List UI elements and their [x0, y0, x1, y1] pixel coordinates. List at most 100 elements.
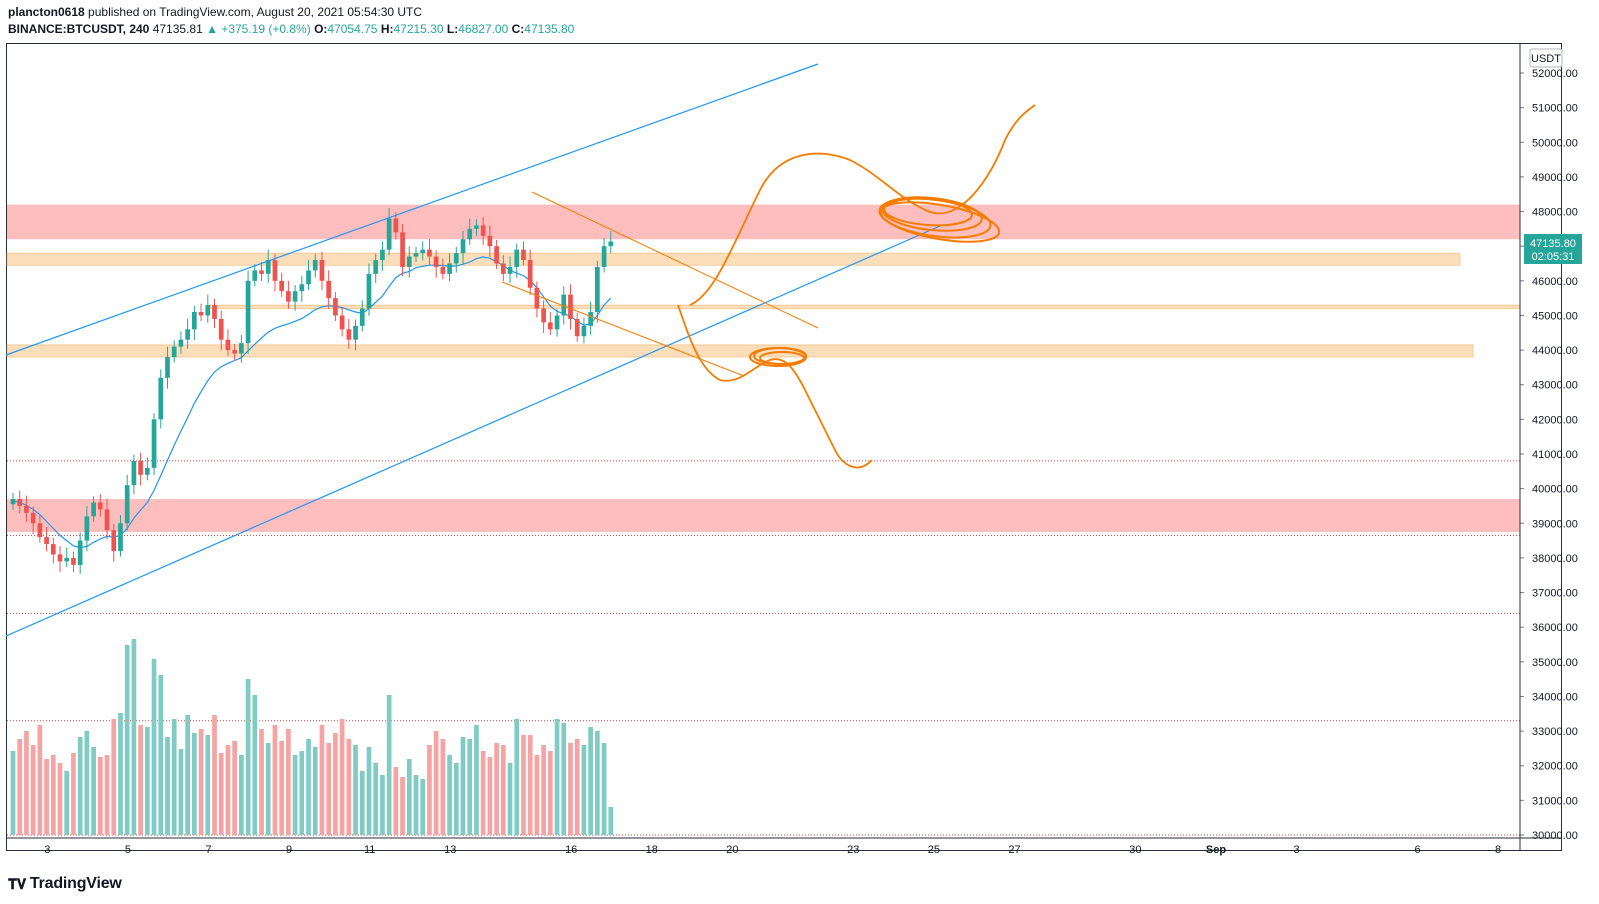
candle[interactable]: [24, 495, 29, 522]
candle[interactable]: [104, 499, 110, 540]
candle[interactable]: [541, 300, 546, 334]
candle[interactable]: [554, 309, 560, 337]
candle[interactable]: [601, 237, 607, 273]
candle[interactable]: [346, 318, 352, 349]
candle[interactable]: [232, 343, 238, 361]
tradingview-brand[interactable]: 𝐓𝐕 TradingView: [8, 875, 122, 893]
channel-lower-line[interactable]: [5, 225, 941, 637]
candle[interactable]: [608, 231, 614, 254]
candle[interactable]: [185, 318, 190, 349]
candle[interactable]: [333, 291, 338, 321]
candle[interactable]: [527, 249, 533, 296]
candle[interactable]: [44, 526, 49, 552]
candle[interactable]: [64, 547, 70, 567]
circled-target-drawing[interactable]: [877, 192, 1002, 249]
support-zone[interactable]: [6, 344, 1474, 358]
candle[interactable]: [144, 457, 150, 481]
candle[interactable]: [218, 310, 224, 351]
candle[interactable]: [151, 413, 157, 476]
candle[interactable]: [440, 258, 446, 280]
flag-upper-line[interactable]: [531, 191, 819, 329]
bearish-path-drawing[interactable]: [677, 304, 873, 469]
candle[interactable]: [17, 490, 23, 514]
candle[interactable]: [453, 246, 459, 273]
bullish-path-drawing[interactable]: [689, 104, 1036, 306]
candle[interactable]: [292, 284, 298, 311]
candle[interactable]: [568, 284, 573, 330]
candle[interactable]: [259, 262, 264, 282]
candle[interactable]: [326, 270, 332, 309]
candle[interactable]: [400, 224, 405, 276]
candle[interactable]: [561, 286, 567, 325]
candle[interactable]: [71, 551, 76, 573]
support-zone[interactable]: [6, 252, 1461, 266]
channel-upper-line[interactable]: [5, 63, 819, 356]
candle[interactable]: [37, 514, 43, 543]
candle[interactable]: [124, 474, 130, 531]
candle[interactable]: [467, 218, 473, 245]
candle[interactable]: [165, 346, 170, 389]
candle[interactable]: [521, 241, 526, 266]
author-name[interactable]: plancton0618: [8, 5, 85, 19]
candle[interactable]: [191, 305, 197, 341]
flag-lower-line[interactable]: [501, 281, 745, 377]
candle[interactable]: [353, 319, 358, 351]
candle[interactable]: [427, 239, 432, 266]
candle[interactable]: [97, 494, 103, 517]
candle[interactable]: [386, 208, 392, 256]
resistance-zone[interactable]: [7, 204, 1520, 240]
candle[interactable]: [588, 301, 593, 335]
candle[interactable]: [118, 514, 123, 557]
candle[interactable]: [91, 496, 96, 522]
support-zone[interactable]: [209, 304, 1521, 309]
candle[interactable]: [279, 272, 285, 297]
candle[interactable]: [50, 537, 56, 564]
candle[interactable]: [406, 246, 412, 278]
candle[interactable]: [252, 264, 258, 287]
resistance-zone[interactable]: [7, 499, 1520, 532]
candle[interactable]: [420, 241, 426, 261]
candle[interactable]: [594, 260, 600, 323]
candle[interactable]: [433, 250, 439, 278]
candle[interactable]: [57, 546, 63, 573]
candle[interactable]: [84, 505, 90, 552]
candle[interactable]: [178, 331, 184, 354]
candle[interactable]: [380, 241, 385, 271]
candle[interactable]: [158, 369, 164, 429]
candle[interactable]: [272, 253, 278, 292]
candle[interactable]: [77, 532, 83, 574]
candle[interactable]: [474, 219, 479, 237]
candle[interactable]: [447, 253, 452, 282]
currency-badge[interactable]: USDT: [1529, 48, 1563, 68]
candle[interactable]: [339, 307, 345, 337]
candle[interactable]: [111, 523, 117, 562]
candle[interactable]: [393, 212, 399, 240]
candle[interactable]: [138, 452, 143, 486]
candle[interactable]: [373, 253, 379, 283]
candle[interactable]: [359, 300, 365, 332]
candle[interactable]: [225, 329, 231, 356]
candle[interactable]: [10, 492, 16, 510]
candle[interactable]: [319, 251, 325, 290]
symbol-name[interactable]: BINANCE:BTCUSDT, 240: [8, 22, 150, 36]
candle[interactable]: [198, 303, 204, 321]
candle[interactable]: [514, 243, 520, 278]
candle[interactable]: [299, 275, 305, 302]
candle[interactable]: [413, 246, 419, 263]
candle[interactable]: [480, 217, 486, 245]
candle[interactable]: [312, 253, 318, 278]
candle[interactable]: [507, 256, 513, 283]
candle[interactable]: [212, 298, 217, 328]
candle[interactable]: [366, 263, 372, 316]
candle[interactable]: [494, 239, 499, 270]
candle[interactable]: [171, 340, 177, 363]
circled-support-drawing[interactable]: [749, 347, 807, 367]
candle[interactable]: [30, 506, 36, 535]
candle[interactable]: [487, 225, 493, 257]
candle[interactable]: [581, 317, 587, 344]
candle[interactable]: [500, 255, 506, 282]
candle[interactable]: [265, 249, 271, 283]
candle[interactable]: [239, 334, 244, 363]
candle[interactable]: [574, 312, 580, 342]
